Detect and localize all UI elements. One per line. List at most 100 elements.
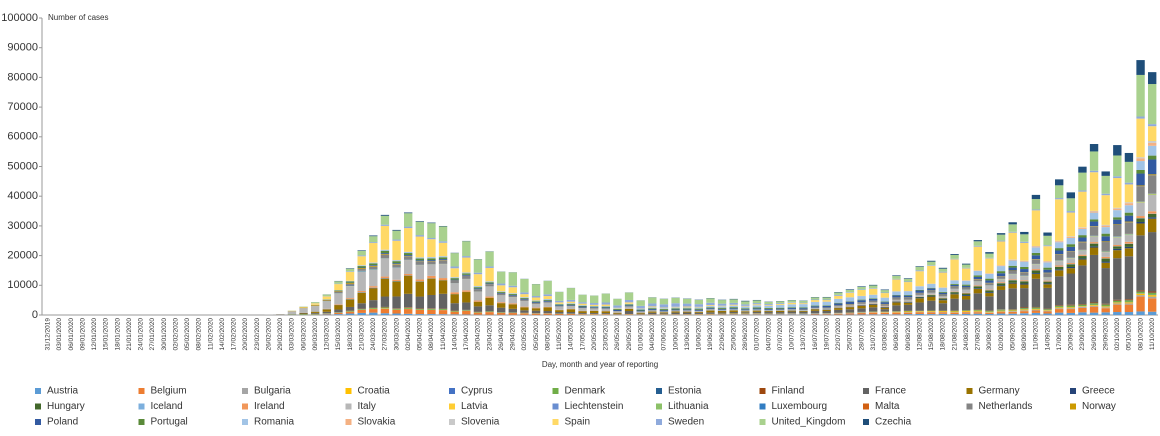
bar-segment [415, 261, 424, 265]
bar-segment [1055, 307, 1064, 309]
bar-segment [1020, 231, 1029, 235]
bar-segment [845, 292, 855, 298]
x-tick-label: 23/09/2020 [1079, 318, 1086, 351]
bar-segment [1008, 222, 1017, 225]
bar-segment [764, 308, 773, 310]
bar-segment [1148, 218, 1157, 233]
bar-segment [752, 303, 762, 305]
bar-segment [1031, 312, 1041, 315]
bar-segment [590, 313, 599, 314]
bar-segment [764, 308, 773, 309]
legend-label: Slovakia [358, 417, 396, 428]
x-tick-label: 14/05/2020 [568, 318, 575, 351]
bar-segment [1113, 145, 1122, 156]
bar-segment [1136, 157, 1145, 159]
bar-segment [392, 279, 401, 281]
x-tick-label: 12/08/2020 [916, 318, 923, 351]
bar-segment [996, 266, 1006, 272]
bar-segment [799, 304, 808, 308]
bar-segment [973, 246, 982, 271]
bar-segment [497, 283, 506, 286]
bar-segment [590, 306, 599, 307]
x-tick-label: 14/09/2020 [1044, 318, 1051, 351]
bar-segment [927, 287, 936, 289]
bar-segment [1043, 281, 1052, 284]
bar-segment [927, 296, 936, 301]
bar-segment [1078, 304, 1087, 305]
bar-segment [462, 275, 471, 279]
bar-segment [1055, 250, 1064, 255]
bar-segment [880, 314, 889, 315]
bar-segment [404, 256, 413, 260]
bar-segment [1101, 195, 1110, 225]
bar-segment [1148, 84, 1157, 125]
bar-segment [822, 299, 831, 301]
bar-segment [1055, 270, 1064, 277]
bar-segment [1089, 226, 1099, 236]
bar-segment [404, 253, 413, 256]
bar-segment [1031, 269, 1041, 271]
bar-segment [380, 254, 390, 255]
bar-segment [1136, 218, 1145, 222]
bar-segment [1148, 159, 1157, 175]
x-tick-label: 05/10/2020 [1126, 318, 1133, 351]
bar-segment [543, 311, 552, 314]
bar-segment [1101, 224, 1110, 226]
bar-segment [1113, 208, 1122, 211]
bar-segment [311, 305, 320, 306]
bar-segment [985, 289, 994, 291]
bar-segment [1101, 236, 1110, 242]
x-tick-label: 14/04/2020 [451, 318, 458, 351]
x-tick-label: 23/02/2020 [254, 318, 261, 351]
bar-segment [1113, 244, 1122, 247]
legend-swatch [656, 388, 662, 394]
bar-segment [415, 296, 424, 309]
bar-segment [752, 305, 762, 308]
legend-label: Malta [875, 401, 900, 412]
bar-segment [462, 310, 471, 315]
bar-segment [497, 271, 506, 284]
bar-segment [1101, 256, 1110, 259]
bar-segment [1031, 278, 1041, 307]
bar-segment [531, 300, 541, 302]
bar-segment [369, 286, 378, 288]
bar-segment [1136, 216, 1145, 219]
bar-segment [1043, 261, 1052, 263]
bar-segment [810, 314, 820, 315]
x-tick-label: 18/03/2020 [347, 318, 354, 351]
bar-segment [438, 242, 448, 257]
bar-segment [1113, 302, 1122, 304]
x-tick-label: 13/07/2020 [800, 318, 807, 351]
y-tick-label: 80000 [7, 71, 38, 83]
bar-segment [880, 293, 889, 298]
bar-segment [938, 291, 948, 293]
bar-segment [1031, 246, 1041, 248]
bar-segment [752, 311, 762, 314]
x-tick-label: 11/10/2020 [1149, 318, 1156, 350]
bar-segment [566, 306, 576, 309]
bar-segment [996, 313, 1006, 315]
bar-segment [1124, 161, 1134, 183]
bar-segment [438, 256, 448, 258]
bar-segment [531, 307, 541, 309]
bar-segment [915, 270, 924, 272]
bar-segment [1101, 312, 1110, 315]
bar-segment [415, 221, 424, 236]
bar-segment [973, 240, 982, 242]
bar-segment [334, 314, 343, 315]
x-tick-label: 05/05/2020 [533, 318, 540, 351]
bar-segment [497, 312, 506, 315]
bar-segment [903, 311, 913, 313]
bar-segment [741, 309, 750, 310]
bar-segment [1124, 182, 1134, 185]
bar-segment [950, 293, 959, 295]
bar-segment [1113, 219, 1122, 225]
bar-segment [869, 307, 878, 312]
bar-segment [985, 280, 994, 283]
bar-segment [555, 310, 564, 312]
bar-segment [915, 293, 924, 295]
bar-segment [752, 304, 762, 306]
bar-segment [462, 290, 471, 292]
bar-segment [973, 293, 982, 310]
bar-segment [950, 254, 959, 259]
